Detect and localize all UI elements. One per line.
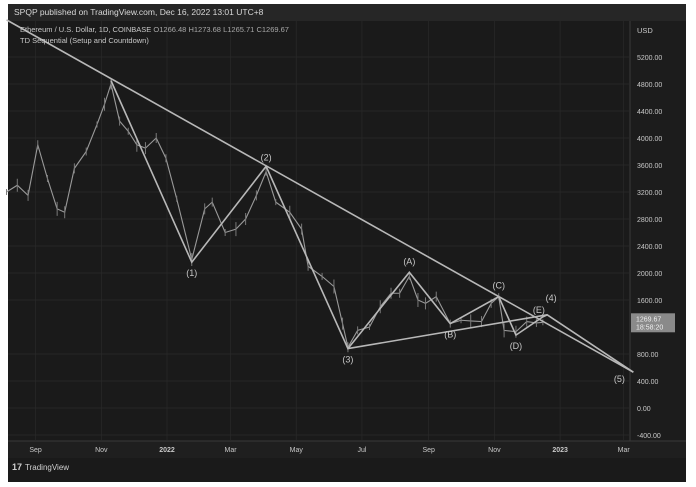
wave-label: (4): [546, 293, 557, 303]
y-tick-label: 5200.00: [637, 55, 662, 62]
tradingview-logo-icon: 17: [12, 462, 23, 472]
bar-countdown: 18:58:20: [636, 324, 663, 331]
wave-label: (1): [186, 268, 197, 278]
y-tick-label: -400.00: [637, 433, 661, 440]
ohlc-low: L1265.71: [223, 25, 255, 34]
ohlc-open: O1266.48: [153, 25, 187, 34]
wave-label: (2): [261, 152, 272, 162]
ohlc-close: C1269.67: [256, 25, 289, 34]
y-tick-label: 2400.00: [637, 244, 662, 251]
x-tick-label: Mar: [225, 447, 238, 454]
ohlc-high: H1273.68: [188, 25, 221, 34]
y-tick-label: 0.00: [637, 406, 651, 413]
x-tick-label: 2023: [552, 447, 568, 454]
wave-label: (E): [533, 305, 545, 315]
trendline: [6, 19, 634, 373]
elliott-wave-path: [110, 80, 634, 373]
time-axis: [8, 441, 686, 458]
chart-legend: Ethereum / U.S. Dollar, 1D, COINBASE O12…: [20, 24, 289, 46]
wave-label: (A): [403, 256, 415, 266]
y-tick-label: 400.00: [637, 379, 659, 386]
price-axis: [630, 21, 686, 441]
published-banner: SPQP published on TradingView.com, Dec 1…: [8, 4, 686, 21]
x-tick-label: Sep: [422, 447, 435, 454]
currency-label: USD: [637, 26, 653, 35]
last-price-tag: [631, 313, 675, 333]
x-tick-label: 2022: [159, 447, 175, 454]
y-tick-label: 4400.00: [637, 109, 662, 116]
last-price-value: 1269.67: [636, 316, 661, 323]
wave-label: (5): [614, 374, 625, 384]
wave-label: (B): [444, 330, 456, 340]
y-tick-label: 4800.00: [637, 82, 662, 89]
y-tick-label: 4000.00: [637, 136, 662, 143]
symbol-title[interactable]: Ethereum / U.S. Dollar, 1D, COINBASE: [20, 25, 152, 34]
x-tick-label: Nov: [488, 447, 501, 454]
indicator-label[interactable]: TD Sequential (Setup and Countdown): [20, 36, 149, 45]
trendline: [347, 314, 548, 350]
wave-label: (D): [510, 341, 523, 351]
x-tick-label: Nov: [95, 447, 108, 454]
x-tick-label: Mar: [618, 447, 631, 454]
y-tick-label: 2800.00: [637, 217, 662, 224]
y-tick-label: 800.00: [637, 352, 659, 359]
y-tick-label: 1600.00: [637, 298, 662, 305]
price-line: [6, 81, 543, 349]
y-tick-label: 3200.00: [637, 190, 662, 197]
y-tick-label: 2000.00: [637, 271, 662, 278]
brand-name[interactable]: TradingView: [25, 462, 70, 472]
x-tick-label: Jul: [357, 447, 366, 454]
wave-label: (3): [342, 355, 353, 365]
x-tick-label: May: [290, 447, 304, 454]
wave-label: (C): [492, 281, 505, 291]
y-tick-label: 3600.00: [637, 163, 662, 170]
footer: 17 TradingView: [12, 462, 69, 472]
x-tick-label: Sep: [29, 447, 42, 454]
